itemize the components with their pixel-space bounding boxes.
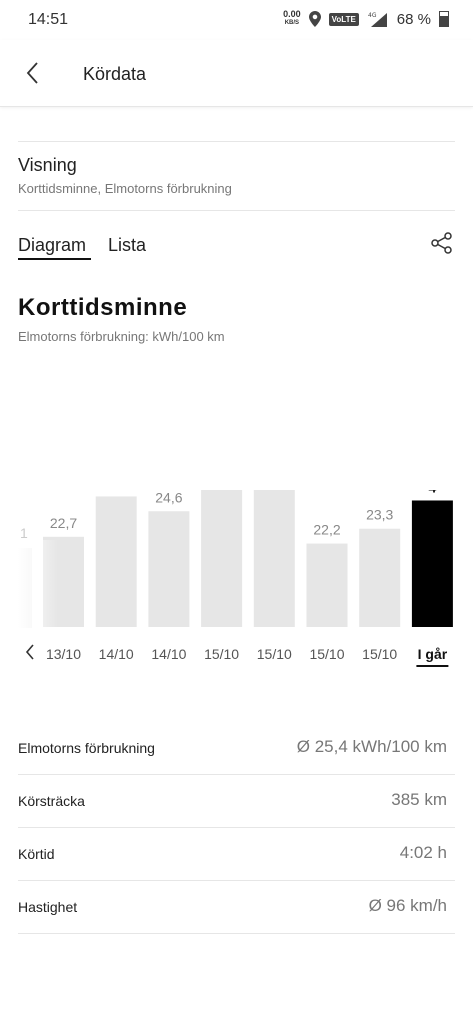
view-value: Korttidsminne, Elmotorns förbrukning [18,181,232,196]
chart-value-label: 22,7 [50,515,77,531]
chart-category-label[interactable]: 14/10 [151,646,186,662]
consumption-bar-chart[interactable]: 1 22,725,724,628,227,122,223,325,4 13/10… [0,490,473,680]
chart-value-labels: 22,725,724,628,227,122,223,325,4 [50,490,437,538]
net-speed: 0.00 KB/S [283,9,301,27]
stat-value: 4:02 h [399,843,447,862]
section-title: Korttidsminne [18,294,188,321]
chart-value-label: 24,6 [155,490,182,505]
app-bar: Kördata [0,40,473,107]
stat-label: Elmotorns förbrukning [18,740,155,756]
tab-diagram[interactable]: Diagram [18,235,87,255]
chart-bar[interactable] [148,511,190,627]
chart-value-label: 22,2 [313,522,340,538]
divider [18,141,455,142]
battery-percent: 68 % [396,10,431,28]
chart-category-label[interactable]: 15/10 [257,646,292,662]
chart-bar[interactable] [359,528,401,627]
chart-prev-arrow-icon[interactable] [25,644,34,660]
stat-label: Hastighet [18,899,78,915]
chart-category-label[interactable]: 15/10 [362,646,397,662]
chart-category-label[interactable]: 14/10 [99,646,134,662]
active-tab-indicator [18,258,91,260]
section-subtitle: Elmotorns förbrukning: kWh/100 km [18,329,225,344]
chart-selected-underline [416,665,449,667]
status-time: 14:51 [28,11,69,28]
divider [18,210,455,211]
stat-label: Körtid [18,846,55,862]
view-label: Visning [18,155,77,175]
battery-icon [439,11,449,27]
chart-value-label: 4 [429,490,437,495]
chart-category-label[interactable]: I går [418,646,448,662]
chart-category-labels: 13/10 14/10 14/10 15/10 15/10 15/10 15/10 I går [46,646,449,667]
stat-label: Körsträcka [18,793,85,809]
stat-row-distance: Körsträcka 385 km [18,775,455,828]
svg-text:4G: 4G [368,12,377,19]
chart-value-label: 23,3 [366,507,393,523]
chart-category-label[interactable]: 15/10 [204,646,239,662]
stat-value: Ø 25,4 kWh/100 km [296,737,447,756]
share-icon[interactable] [430,231,454,255]
status-bar: 14:51 0.00 KB/S VoLTE 4G 68 % [0,0,473,40]
stat-value: Ø 96 km/h [368,896,447,915]
signal-icon: 4G [368,12,387,27]
page-title: Kördata [83,64,147,84]
chart-bar[interactable] [253,490,295,627]
stat-row-consumption: Elmotorns förbrukning Ø 25,4 kWh/100 km [18,722,455,775]
stat-value: 385 km [391,790,447,809]
chart-value-label-partial: 1 [20,525,28,541]
chart-fade [18,540,58,640]
chart-bar[interactable] [411,500,453,627]
chart-bar[interactable] [95,496,137,627]
volte-badge: VoLTE [328,12,359,26]
back-arrow-icon[interactable] [22,58,46,88]
chart-category-label[interactable]: 15/10 [309,646,344,662]
status-icons: 0.00 KB/S VoLTE 4G 68 % [283,10,449,28]
location-icon [308,11,321,27]
tab-lista[interactable]: Lista [108,235,147,255]
chart-category-label[interactable]: 13/10 [46,646,81,662]
chart-bar[interactable] [201,490,243,627]
stat-row-drive-time: Körtid 4:02 h [18,828,455,881]
chart-bar[interactable] [306,543,348,627]
stat-row-speed: Hastighet Ø 96 km/h [18,881,455,934]
